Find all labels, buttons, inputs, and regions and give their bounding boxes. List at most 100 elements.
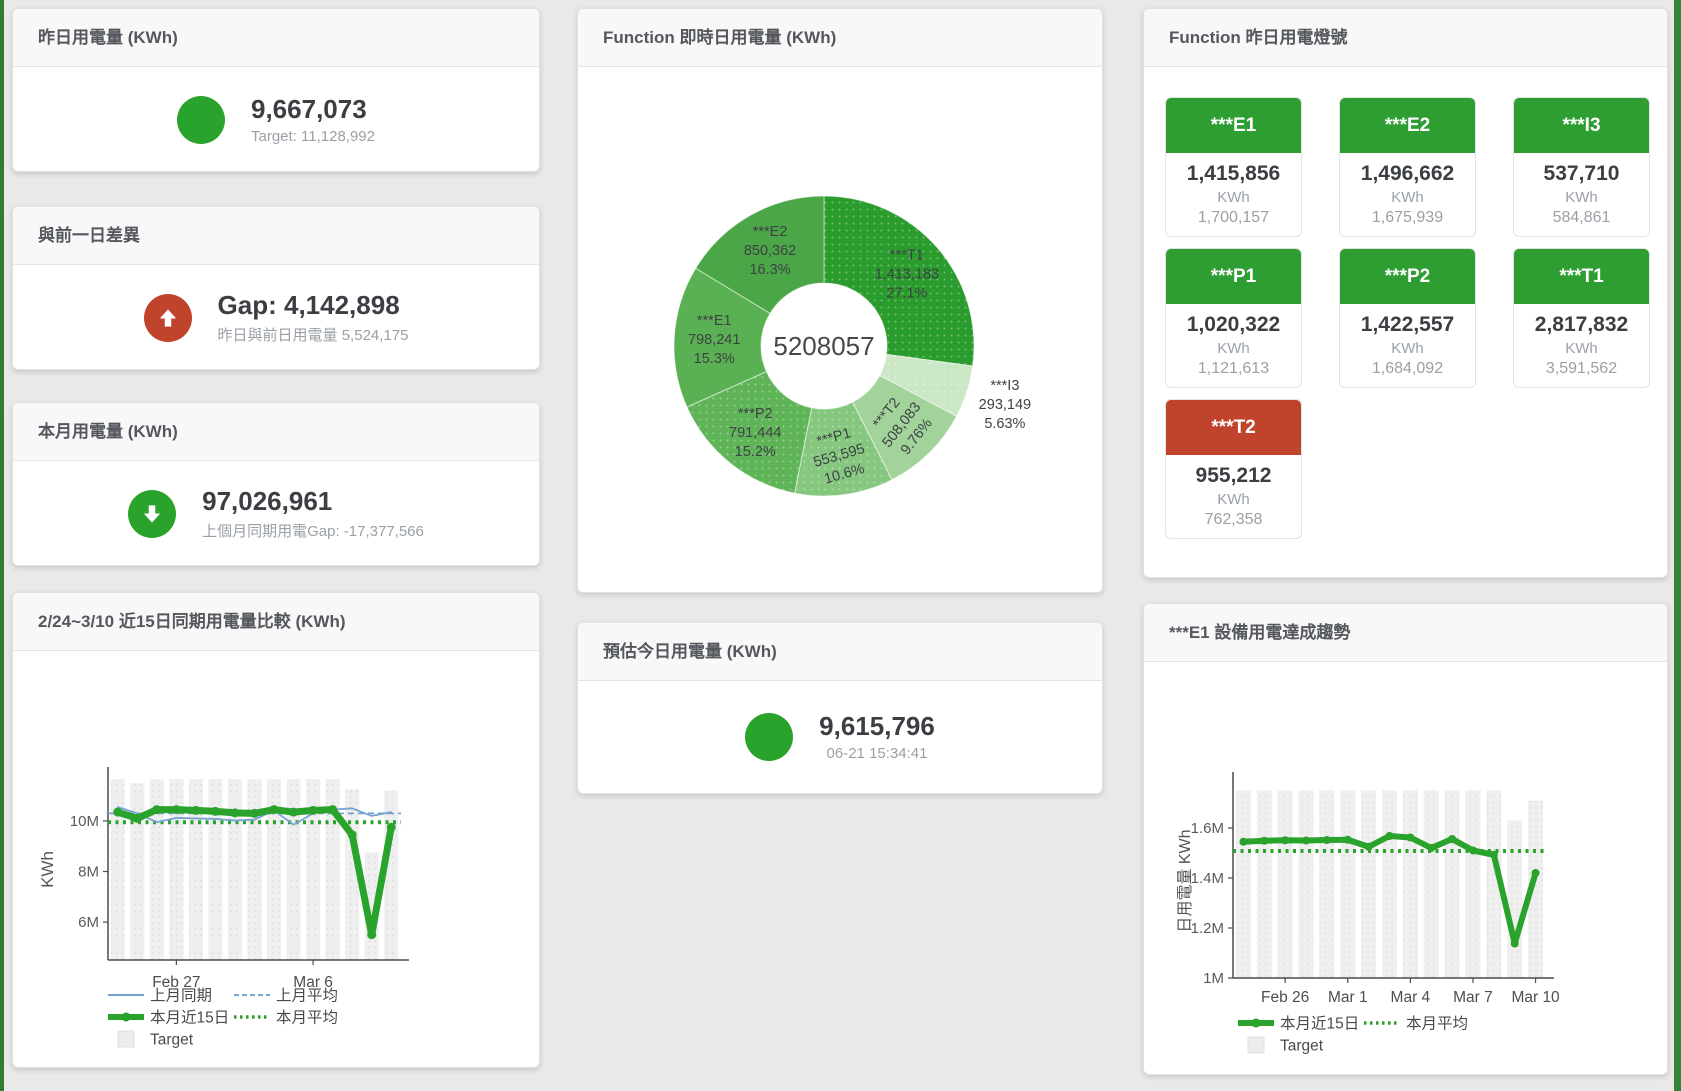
target-bar [247,779,262,960]
data-point [152,805,162,815]
data-point [1406,833,1415,842]
lamp-tile-target: 3,591,562 [1545,360,1618,377]
estimate-title: 預估今日用電量 (KWh) [578,623,1102,681]
svg-text:293,149: 293,149 [979,397,1031,413]
target-bar [267,779,282,960]
target-bar [1486,790,1502,978]
svg-text:850,362: 850,362 [744,243,796,259]
card-lamp-panel: Function 昨日用電燈號 ***E1 1,415,856 KWh 1,700,1… [1143,8,1668,578]
target-bar [1528,800,1544,978]
legend-item[interactable]: 本月近15日 [1238,1015,1359,1033]
target-bar [227,779,242,960]
yesterday-target: Target: 11,128,992 [251,127,375,145]
data-point [250,808,259,818]
data-point [1468,846,1477,855]
lamp-tile-label: ***P2 [1340,249,1475,304]
lamp-tile-label: ***E1 [1166,98,1301,153]
y-tick-label: 8M [78,864,99,881]
card-realtime-donut: Function 即時日用電量 (KWh) ***T1 1,413,183 27.1… [577,8,1103,593]
card-15day-comparison: 2/24~3/10 近15日同期用電量比較 (KWh) 6M 8M 10M KWh Fe… [12,592,540,1068]
lamp-grid: ***E1 1,415,856 KWh 1,700,157 ***E2 1,496,662… [1144,67,1667,539]
lamp-tile-label: ***I3 [1514,98,1649,153]
card-yesterday-title: 昨日用電量 (KWh) [13,9,539,67]
donut-chart-title: Function 即時日用電量 (KWh) [578,9,1102,67]
data-point [308,805,318,815]
target-bar [1507,820,1523,978]
target-bar [188,779,203,960]
x-tick-label: Mar 4 [1391,989,1431,1006]
arrow-up-icon [143,294,192,342]
lamp-tile-unit: KWh [1217,189,1250,206]
svg-text:5.63%: 5.63% [984,416,1025,432]
svg-text:1,413,183: 1,413,183 [875,267,940,283]
lamp-tile-unit: KWh [1391,189,1424,206]
legend-item[interactable]: 本月平均 [1364,1015,1468,1033]
data-point [1343,835,1352,844]
target-bar [325,779,340,960]
svg-text:16.3%: 16.3% [749,262,790,278]
legend-item[interactable]: 上月同期 [108,987,212,1005]
legend-item[interactable]: Target [1247,1036,1324,1055]
target-bar [286,779,301,960]
data-point [367,930,377,940]
data-point [269,805,279,815]
lamp-tile-E2: ***E2 1,496,662 KWh 1,675,939 [1339,97,1476,237]
legend-label: 上月同期 [150,987,212,1005]
data-point [171,805,181,815]
lamp-tile-value: 1,496,662 [1360,162,1455,185]
x-tick-label: Feb 26 [1261,989,1309,1006]
data-point [347,830,357,840]
data-point [1260,836,1269,845]
target-bar [1423,790,1439,978]
series-line [116,806,393,826]
lamp-tile-P1: ***P1 1,020,322 KWh 1,121,613 [1165,248,1302,388]
svg-text:15.3%: 15.3% [694,351,735,367]
target-bar [1382,790,1397,978]
target-bar [1235,790,1251,978]
comparison-chart-title: 2/24~3/10 近15日同期用電量比較 (KWh) [13,593,539,651]
lamp-tile-value: 537,710 [1543,162,1620,185]
lamp-panel-title: Function 昨日用電燈號 [1144,9,1667,67]
data-point [328,805,338,815]
lamp-tile-value: 2,817,832 [1534,313,1629,336]
lamp-tile-E1: ***E1 1,415,856 KWh 1,700,157 [1165,97,1302,237]
lamp-tile-label: ***T1 [1514,249,1649,304]
data-point [1510,939,1519,948]
lamp-tile-label: ***E2 [1340,98,1475,153]
data-point [1302,836,1311,845]
y-tick-label: 1.2M [1191,920,1224,937]
lamp-tile-value: 1,415,856 [1186,162,1281,185]
lamp-tile-target: 1,121,613 [1197,360,1270,377]
lamp-tile-value: 1,020,322 [1186,313,1281,336]
legend-label: 本月平均 [1406,1015,1468,1033]
lamp-tile-target: 1,675,939 [1371,209,1444,226]
data-point [1427,844,1436,852]
legend-label: 本月近15日 [150,1009,229,1027]
data-point [191,805,201,815]
status-circle-icon [177,96,225,144]
legend-item[interactable]: 本月近15日 [108,1009,229,1027]
x-tick-label: Mar 6 [293,974,333,991]
donut-slice-label: ***T1 1,413,183 27.1% [875,248,940,302]
legend-item[interactable]: 本月平均 [234,1009,338,1027]
lamp-tile-T1: ***T1 2,817,832 KWh 3,591,562 [1513,248,1650,388]
target-bar [306,779,321,960]
legend-item[interactable]: Target [117,1030,194,1049]
realtime-usage-donut-chart: ***T1 1,413,183 27.1% ***I3 293,149 5.63% ***T… [673,195,1031,497]
target-bar [384,790,399,960]
lamp-tile-T2: ***T2 955,212 KWh 762,358 [1165,399,1302,539]
target-bar [1319,790,1335,978]
left-edge-strip [0,0,4,1091]
donut-slice-label: ***E1 798,241 15.3% [688,313,740,367]
y-tick-label: 6M [78,914,99,931]
donut-slice-label: ***I3 293,149 5.63% [979,378,1031,432]
donut-slice-E2 [695,195,825,315]
legend-item[interactable]: 上月平均 [234,987,338,1005]
target-bar [110,779,125,960]
legend-label: Target [1280,1038,1324,1055]
data-point [1239,837,1248,846]
target-bar [1340,790,1356,978]
target-bar [1298,790,1314,978]
